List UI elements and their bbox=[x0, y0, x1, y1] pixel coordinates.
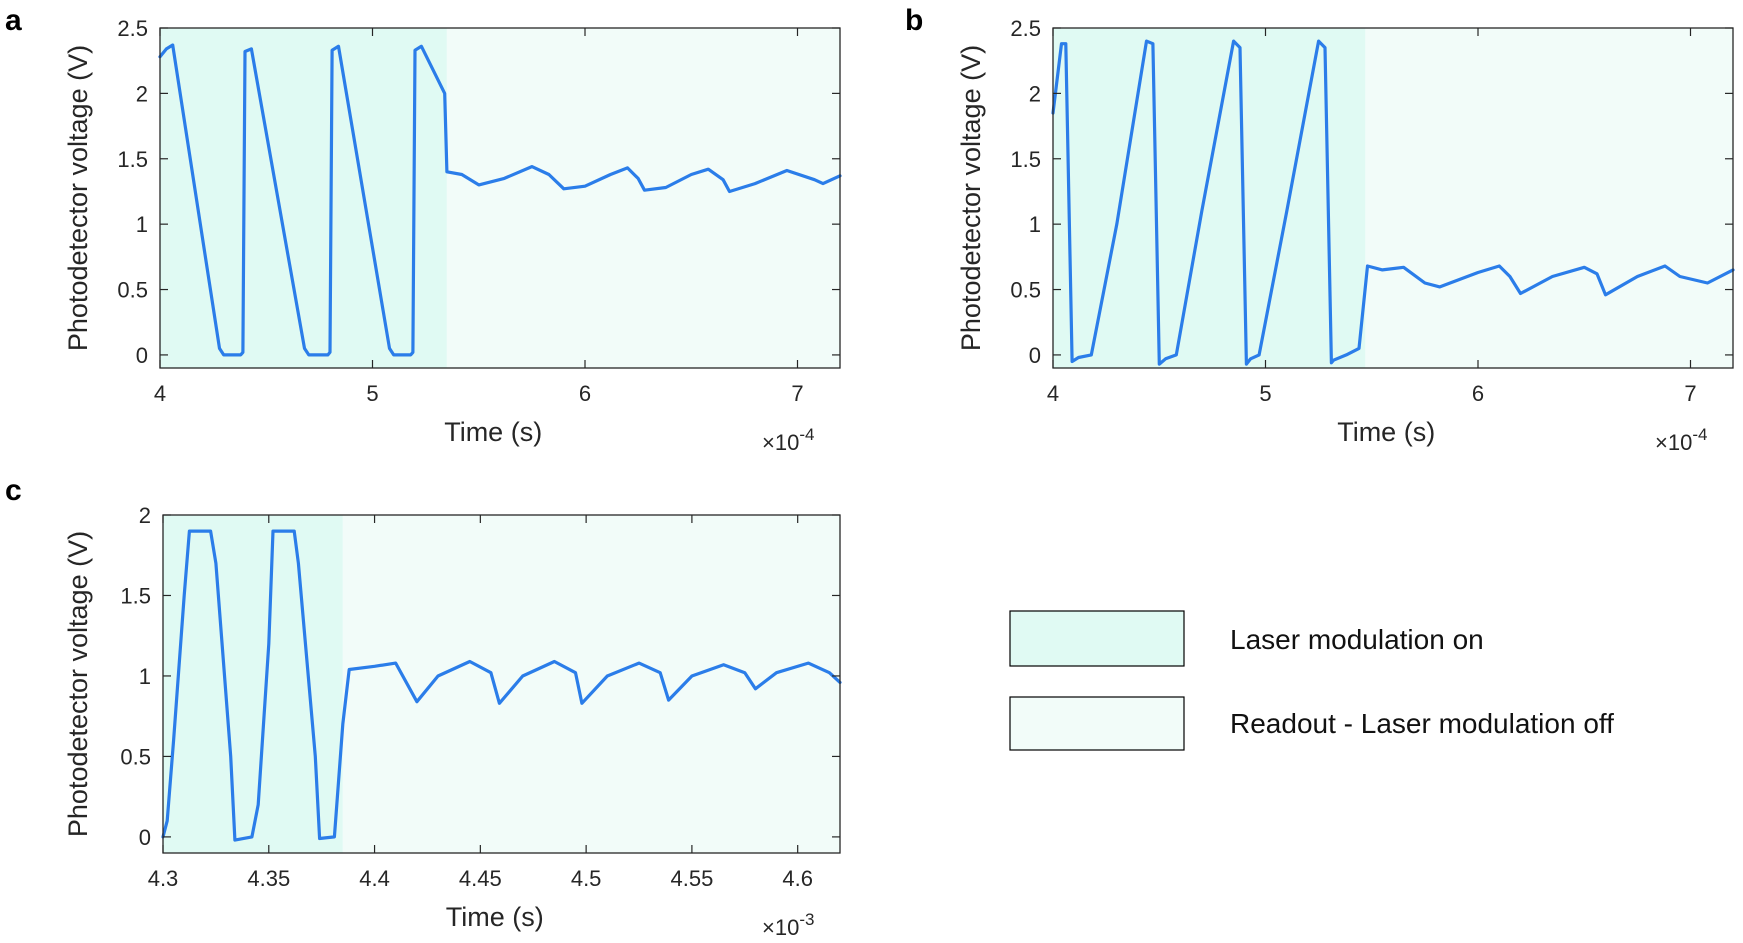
y-axis-title: Photodetector voltage (V) bbox=[63, 45, 93, 351]
x-tick-label: 6 bbox=[1472, 381, 1484, 406]
modulation-on-region bbox=[160, 28, 447, 368]
y-tick-label: 1 bbox=[136, 212, 148, 237]
y-tick-label: 2 bbox=[136, 81, 148, 106]
x-tick-label: 4.35 bbox=[247, 866, 290, 891]
panel-a: a 4 5 6 7 0 0.5 1 1.5 2 2.5 Time (s) Photodetector … bbox=[5, 4, 842, 455]
y-tick-label: 1 bbox=[1029, 212, 1041, 237]
y-tick-label: 0 bbox=[136, 343, 148, 368]
x-tick-label: 6 bbox=[579, 381, 591, 406]
readout-region bbox=[446, 28, 840, 368]
legend-label-modulation-on: Laser modulation on bbox=[1230, 624, 1484, 655]
y-tick-label: 2.5 bbox=[1010, 16, 1041, 41]
data-line bbox=[161, 529, 842, 842]
axes-box bbox=[159, 27, 841, 369]
modulation-on-region bbox=[163, 515, 343, 853]
x-axis-title: Time (s) bbox=[444, 417, 542, 447]
readout-region bbox=[1365, 28, 1733, 368]
y-tick-label: 2 bbox=[1029, 81, 1041, 106]
panel-letter: c bbox=[5, 474, 22, 507]
x-exponent-value: -3 bbox=[799, 910, 814, 929]
x-exponent-value: -4 bbox=[1692, 425, 1707, 444]
panel-b: b 4 5 6 7 0 0.5 1 1.5 2 2.5 Time (s) Photodetector … bbox=[905, 4, 1735, 455]
legend-swatch-readout bbox=[1009, 696, 1185, 751]
x-tick-label: 4.4 bbox=[359, 866, 390, 891]
data-line bbox=[158, 43, 842, 357]
y-tick-label: 0.5 bbox=[1010, 278, 1041, 303]
x-exponent-label: ×10-4 bbox=[1655, 425, 1707, 455]
x-tick-label: 4 bbox=[1047, 381, 1059, 406]
readout-region bbox=[342, 515, 840, 853]
y-tick-label: 1.5 bbox=[117, 147, 148, 172]
x-tick-label: 4.5 bbox=[571, 866, 602, 891]
x-exponent-value: -4 bbox=[799, 425, 814, 444]
y-axis-title: Photodetector voltage (V) bbox=[63, 531, 93, 837]
y-tick-label: 0.5 bbox=[120, 744, 151, 769]
axes-box bbox=[1052, 27, 1734, 369]
y-tick-label: 0 bbox=[1029, 343, 1041, 368]
y-axis-title: Photodetector voltage (V) bbox=[956, 45, 986, 351]
y-tick-label: 0 bbox=[139, 825, 151, 850]
axes-box bbox=[162, 514, 841, 854]
panel-c: c 4.3 4.35 4.4 4.45 4.5 4.55 4.6 0 0.5 1 1.5 2 Time … bbox=[5, 474, 842, 940]
panel-letter: b bbox=[905, 4, 923, 37]
legend-label-readout: Readout - Laser modulation off bbox=[1230, 708, 1614, 739]
x-tick-label: 5 bbox=[366, 381, 378, 406]
y-tick-label: 1 bbox=[139, 664, 151, 689]
legend-swatch-modulation-on bbox=[1009, 610, 1185, 667]
panel-letter: a bbox=[5, 4, 22, 37]
y-tick-label: 1.5 bbox=[120, 583, 151, 608]
x-exponent-label: ×10-4 bbox=[762, 425, 814, 455]
y-tick-label: 1.5 bbox=[1010, 147, 1041, 172]
x-tick-label: 7 bbox=[791, 381, 803, 406]
x-tick-label: 4 bbox=[154, 381, 166, 406]
x-tick-label: 5 bbox=[1259, 381, 1271, 406]
x-tick-label: 4.55 bbox=[670, 866, 713, 891]
x-tick-label: 4.45 bbox=[459, 866, 502, 891]
x-tick-label: 7 bbox=[1684, 381, 1696, 406]
data-line bbox=[1051, 39, 1735, 366]
x-exponent-label: ×10-3 bbox=[762, 910, 814, 940]
y-tick-label: 2.5 bbox=[117, 16, 148, 41]
y-tick-label: 2 bbox=[139, 503, 151, 528]
x-tick-label: 4.3 bbox=[148, 866, 179, 891]
legend: Laser modulation on Readout - Laser modu… bbox=[1009, 610, 1614, 751]
x-tick-label: 4.6 bbox=[782, 866, 813, 891]
modulation-on-region bbox=[1053, 28, 1366, 368]
x-axis-title: Time (s) bbox=[1337, 417, 1435, 447]
y-tick-label: 0.5 bbox=[117, 278, 148, 303]
x-axis-title: Time (s) bbox=[446, 902, 544, 932]
